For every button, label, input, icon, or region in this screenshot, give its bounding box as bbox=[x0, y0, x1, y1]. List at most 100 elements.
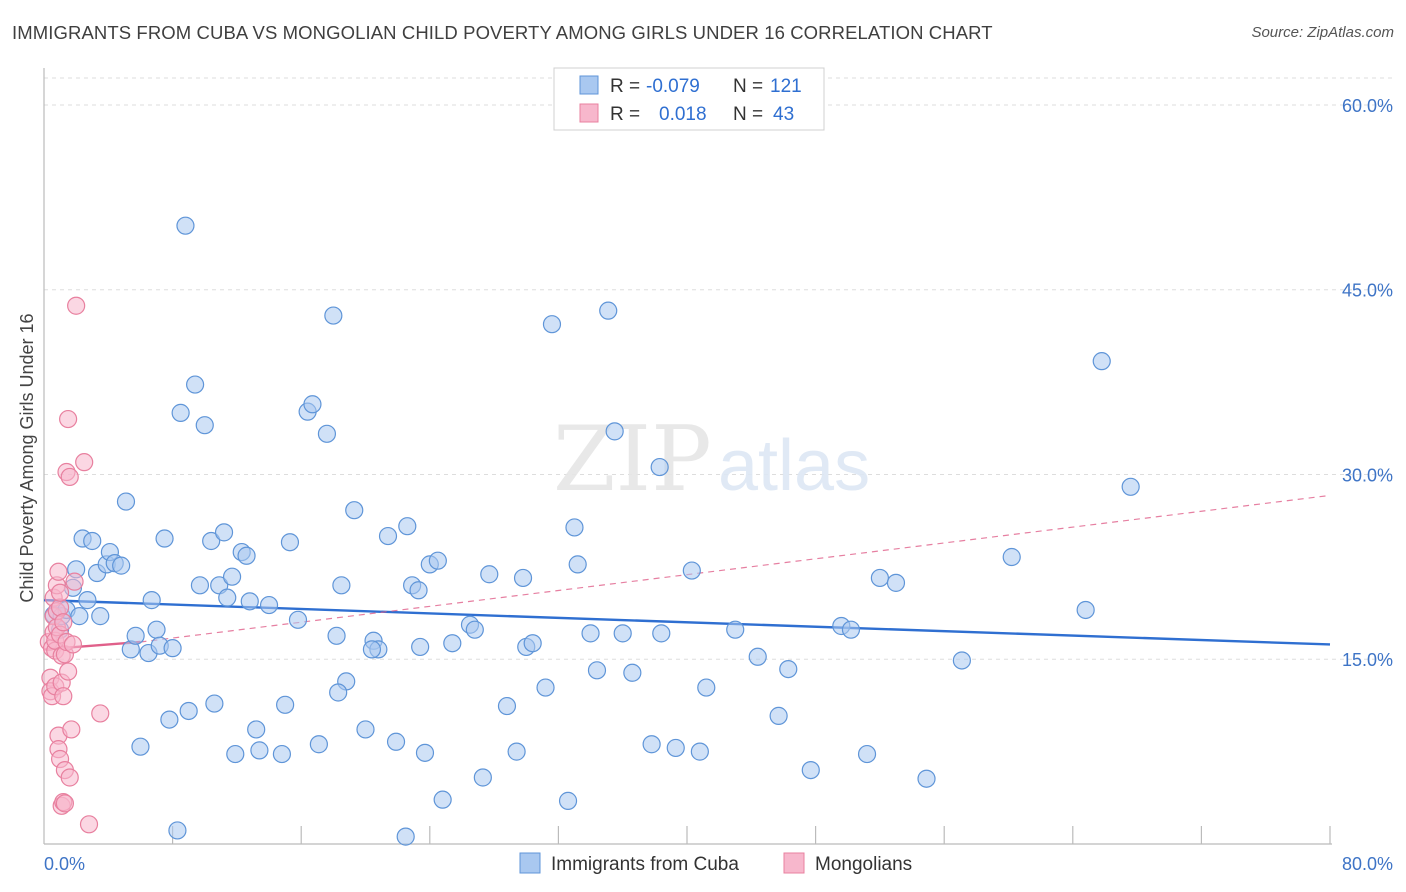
cuba-point bbox=[160, 710, 179, 729]
cuba-point bbox=[398, 517, 417, 536]
x-tick-label-end: 80.0% bbox=[1342, 854, 1393, 874]
legend-n-label-1: N = bbox=[733, 76, 763, 97]
cuba-point bbox=[697, 678, 716, 697]
cuba-point bbox=[327, 626, 346, 645]
data-points bbox=[39, 216, 1140, 846]
cuba-point bbox=[605, 422, 624, 441]
cuba-point bbox=[587, 661, 607, 680]
cuba-trend-line bbox=[43, 598, 1331, 646]
watermark-zip: ZIP bbox=[553, 407, 712, 512]
cuba-point bbox=[497, 696, 517, 716]
legend-r-value-1: -0.079 bbox=[646, 76, 700, 97]
legend-frame bbox=[553, 67, 825, 131]
mongolian-point bbox=[54, 687, 73, 706]
cuba-point bbox=[91, 607, 110, 626]
cuba-point bbox=[186, 375, 205, 394]
mongolian-point bbox=[49, 562, 68, 581]
cuba-point bbox=[324, 306, 343, 325]
cuba-point bbox=[870, 568, 890, 588]
cuba-point bbox=[542, 315, 562, 334]
cuba-point bbox=[163, 639, 182, 658]
cuba-point bbox=[70, 607, 89, 626]
mongolian-trend-extension bbox=[140, 494, 1331, 643]
cuba-point bbox=[176, 216, 195, 235]
cuba-point bbox=[769, 706, 788, 725]
cuba-point bbox=[536, 678, 555, 697]
cuba-point bbox=[726, 620, 745, 639]
cuba-point bbox=[272, 744, 292, 764]
cuba-point bbox=[112, 556, 131, 575]
cuba-point bbox=[801, 760, 820, 780]
cuba-point bbox=[650, 457, 669, 477]
legend-r-label-2: R = bbox=[610, 104, 640, 125]
cuba-point bbox=[841, 620, 861, 639]
cuba-point bbox=[222, 567, 242, 586]
legend-n-label-2: N = bbox=[733, 104, 763, 125]
cuba-point bbox=[507, 742, 526, 761]
mongolian-point bbox=[63, 635, 83, 654]
cuba-point bbox=[613, 624, 632, 643]
cuba-point bbox=[78, 591, 97, 610]
axes bbox=[43, 68, 1332, 845]
cuba-point bbox=[303, 395, 322, 414]
cuba-point bbox=[205, 694, 224, 713]
mongolian-point bbox=[67, 296, 86, 315]
x-tick-labels: 0.0% 80.0% bbox=[44, 854, 1393, 874]
cuba-point bbox=[513, 568, 533, 588]
cuba-point bbox=[317, 424, 337, 443]
y-axis-label: Child Poverty Among Girls Under 16 bbox=[17, 313, 37, 602]
cuba-point bbox=[280, 533, 300, 552]
cuba-point bbox=[568, 555, 587, 574]
mongolian-point bbox=[60, 467, 79, 487]
y-tick-label: 15.0% bbox=[1342, 650, 1393, 670]
legend-r-label-1: R = bbox=[610, 76, 640, 97]
cuba-point bbox=[917, 769, 936, 788]
bottom-legend-label-mongolians: Mongolians bbox=[815, 854, 912, 875]
cuba-point bbox=[779, 659, 798, 679]
cuba-point bbox=[259, 595, 279, 615]
cuba-point bbox=[147, 620, 166, 639]
cuba-point bbox=[443, 634, 462, 653]
y-tick-label: 45.0% bbox=[1342, 281, 1393, 301]
cuba-point bbox=[214, 523, 234, 542]
watermark-atlas: atlas bbox=[718, 426, 870, 506]
cuba-point bbox=[428, 551, 447, 570]
cuba-point bbox=[1002, 547, 1021, 567]
legend-swatch-pink bbox=[579, 103, 599, 123]
mongolian-point bbox=[54, 613, 73, 632]
x-tick-label-start: 0.0% bbox=[44, 854, 85, 874]
cuba-point bbox=[396, 827, 415, 846]
mongolian-point bbox=[60, 768, 79, 787]
cuba-point bbox=[433, 790, 452, 809]
bottom-legend: Immigrants from Cuba Mongolians bbox=[519, 852, 912, 875]
y-tick-label: 30.0% bbox=[1342, 465, 1393, 485]
cuba-point bbox=[465, 620, 484, 639]
cuba-point bbox=[1092, 352, 1111, 371]
cuba-point bbox=[523, 634, 542, 653]
grid-lines bbox=[44, 77, 1392, 844]
chart-title: IMMIGRANTS FROM CUBA VS MONGOLIAN CHILD … bbox=[12, 22, 993, 43]
cuba-point bbox=[288, 610, 308, 629]
cuba-point bbox=[748, 647, 767, 666]
cuba-point bbox=[142, 591, 161, 610]
mongolian-point bbox=[50, 583, 70, 602]
cuba-point bbox=[171, 403, 190, 422]
cuba-point bbox=[240, 592, 259, 611]
source-label: Source: ZipAtlas.com bbox=[1251, 24, 1394, 41]
cuba-point bbox=[276, 695, 295, 714]
legend-n-value-2: 43 bbox=[773, 104, 794, 125]
cuba-point bbox=[218, 588, 237, 607]
cuba-point bbox=[886, 573, 906, 592]
cuba-point bbox=[565, 518, 584, 537]
cuba-point bbox=[652, 624, 671, 643]
cuba-point bbox=[386, 732, 406, 751]
cuba-point bbox=[480, 565, 499, 584]
cuba-point bbox=[250, 741, 269, 760]
cuba-point bbox=[690, 742, 709, 761]
watermark: ZIP atlas bbox=[553, 407, 870, 512]
cuba-point bbox=[1121, 477, 1140, 496]
cuba-point bbox=[131, 737, 150, 756]
cuba-point bbox=[237, 546, 256, 565]
cuba-point bbox=[857, 744, 877, 764]
